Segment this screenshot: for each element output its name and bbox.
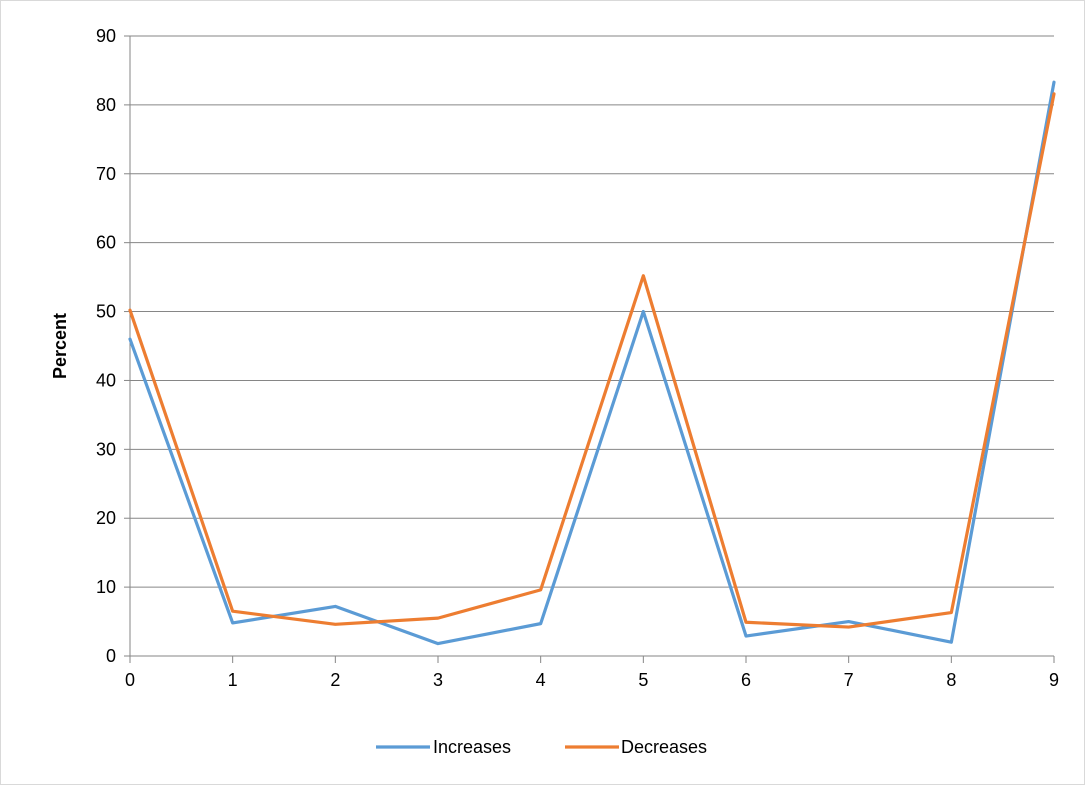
y-tick-label: 60 bbox=[96, 233, 116, 253]
y-tick-label: 50 bbox=[96, 302, 116, 322]
y-tick-label: 20 bbox=[96, 508, 116, 528]
legend-label: Decreases bbox=[621, 737, 707, 757]
legend-label: Increases bbox=[433, 737, 511, 757]
gridlines bbox=[130, 35, 1054, 588]
y-tick-label: 0 bbox=[106, 646, 116, 666]
x-tick-label: 7 bbox=[844, 670, 854, 690]
y-axis-tick-labels: 0 10 20 30 40 50 60 70 80 90 bbox=[96, 26, 116, 666]
series-lines bbox=[128, 80, 1056, 646]
axes bbox=[124, 35, 1055, 663]
x-tick-label: 2 bbox=[330, 670, 340, 690]
legend: Increases Decreases bbox=[376, 737, 707, 757]
x-tick-label: 6 bbox=[741, 670, 751, 690]
x-tick-label: 4 bbox=[536, 670, 546, 690]
y-tick-label: 80 bbox=[96, 95, 116, 115]
x-tick-label: 3 bbox=[433, 670, 443, 690]
x-axis-tick-labels: 0 1 2 3 4 5 6 7 8 9 bbox=[125, 670, 1059, 690]
legend-item: Increases bbox=[376, 737, 511, 757]
y-tick-label: 30 bbox=[96, 439, 116, 459]
legend-item: Decreases bbox=[565, 737, 707, 757]
y-tick-label: 40 bbox=[96, 370, 116, 390]
x-tick-label: 1 bbox=[228, 670, 238, 690]
y-axis-title: Percent bbox=[50, 313, 70, 379]
series-line-increases bbox=[128, 80, 1056, 646]
x-tick-label: 0 bbox=[125, 670, 135, 690]
y-tick-label: 90 bbox=[96, 26, 116, 46]
y-tick-label: 70 bbox=[96, 164, 116, 184]
y-tick-label: 10 bbox=[96, 577, 116, 597]
series-line-decreases bbox=[128, 92, 1056, 629]
x-tick-label: 5 bbox=[638, 670, 648, 690]
x-tick-label: 8 bbox=[946, 670, 956, 690]
x-tick-label: 9 bbox=[1049, 670, 1059, 690]
